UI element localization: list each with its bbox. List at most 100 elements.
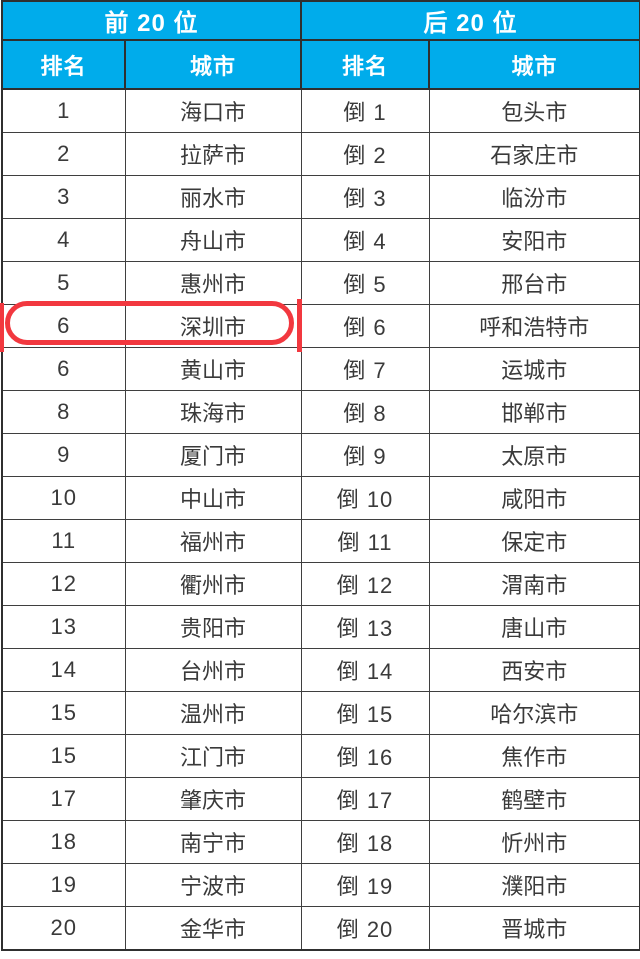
rank-cell-left: 20 bbox=[1, 906, 126, 951]
table-row: 11 福州市 倒 11 保定市 bbox=[1, 519, 640, 563]
city-cell-left: 拉萨市 bbox=[124, 132, 302, 176]
table-row: 18 南宁市 倒 18 忻州市 bbox=[1, 820, 640, 864]
city-cell-right: 唐山市 bbox=[428, 605, 640, 649]
rank-cell-left: 2 bbox=[1, 132, 126, 176]
table-row: 6 深圳市 倒 6 呼和浩特市 bbox=[1, 304, 640, 348]
city-cell-left: 温州市 bbox=[124, 691, 302, 735]
rank-cell-right: 倒 10 bbox=[300, 476, 430, 520]
rank-cell-right: 倒 15 bbox=[300, 691, 430, 735]
city-cell-right: 渭南市 bbox=[428, 562, 640, 606]
table-body: 1 海口市 倒 1 包头市 2 拉萨市 倒 2 石家庄市 3 丽水市 倒 3 临… bbox=[1, 88, 640, 951]
table-row: 15 温州市 倒 15 哈尔滨市 bbox=[1, 691, 640, 735]
city-cell-right: 晋城市 bbox=[428, 906, 640, 951]
rank-cell-right: 倒 20 bbox=[300, 906, 430, 951]
table-row: 4 舟山市 倒 4 安阳市 bbox=[1, 218, 640, 262]
group-header-row: 前 20 位 后 20 位 bbox=[1, 0, 640, 41]
city-cell-left: 宁波市 bbox=[124, 863, 302, 907]
col-header-city-left: 城市 bbox=[124, 39, 302, 90]
city-cell-left: 黄山市 bbox=[124, 347, 302, 391]
city-cell-right: 咸阳市 bbox=[428, 476, 640, 520]
city-cell-right: 石家庄市 bbox=[428, 132, 640, 176]
table-row: 17 肇庆市 倒 17 鹤壁市 bbox=[1, 777, 640, 821]
table-row: 1 海口市 倒 1 包头市 bbox=[1, 88, 640, 133]
city-cell-right: 呼和浩特市 bbox=[428, 304, 640, 348]
rank-cell-right: 倒 16 bbox=[300, 734, 430, 778]
col-header-rank-right: 排名 bbox=[300, 39, 430, 90]
column-header-row: 排名 城市 排名 城市 bbox=[1, 39, 640, 90]
rank-cell-right: 倒 6 bbox=[300, 304, 430, 348]
table-row: 2 拉萨市 倒 2 石家庄市 bbox=[1, 132, 640, 176]
city-cell-left: 厦门市 bbox=[124, 433, 302, 477]
city-cell-left: 舟山市 bbox=[124, 218, 302, 262]
rank-cell-right: 倒 9 bbox=[300, 433, 430, 477]
rank-cell-left: 13 bbox=[1, 605, 126, 649]
city-cell-left: 福州市 bbox=[124, 519, 302, 563]
table-row: 20 金华市 倒 20 晋城市 bbox=[1, 906, 640, 951]
city-cell-left: 丽水市 bbox=[124, 175, 302, 219]
rank-cell-left: 10 bbox=[1, 476, 126, 520]
rank-cell-left: 6 bbox=[1, 347, 126, 391]
city-cell-left: 肇庆市 bbox=[124, 777, 302, 821]
rank-cell-left: 8 bbox=[1, 390, 126, 434]
rank-cell-left: 14 bbox=[1, 648, 126, 692]
city-cell-right: 鹤壁市 bbox=[428, 777, 640, 821]
city-cell-right: 太原市 bbox=[428, 433, 640, 477]
city-cell-left: 台州市 bbox=[124, 648, 302, 692]
rank-cell-right: 倒 17 bbox=[300, 777, 430, 821]
table-row: 13 贵阳市 倒 13 唐山市 bbox=[1, 605, 640, 649]
rank-cell-left: 18 bbox=[1, 820, 126, 864]
col-header-rank-left: 排名 bbox=[1, 39, 126, 90]
city-cell-left: 衢州市 bbox=[124, 562, 302, 606]
rank-cell-right: 倒 4 bbox=[300, 218, 430, 262]
rank-cell-right: 倒 5 bbox=[300, 261, 430, 305]
rank-cell-left: 1 bbox=[1, 88, 126, 133]
rank-cell-right: 倒 1 bbox=[300, 88, 430, 133]
city-cell-left: 贵阳市 bbox=[124, 605, 302, 649]
rank-cell-right: 倒 7 bbox=[300, 347, 430, 391]
city-cell-right: 焦作市 bbox=[428, 734, 640, 778]
rank-cell-left: 5 bbox=[1, 261, 126, 305]
city-cell-left: 南宁市 bbox=[124, 820, 302, 864]
rank-cell-right: 倒 18 bbox=[300, 820, 430, 864]
rank-cell-left: 9 bbox=[1, 433, 126, 477]
city-cell-left: 海口市 bbox=[124, 88, 302, 133]
rank-cell-left: 12 bbox=[1, 562, 126, 606]
city-cell-left: 深圳市 bbox=[124, 304, 302, 348]
city-cell-left: 珠海市 bbox=[124, 390, 302, 434]
city-cell-left: 江门市 bbox=[124, 734, 302, 778]
city-cell-left: 惠州市 bbox=[124, 261, 302, 305]
city-cell-right: 保定市 bbox=[428, 519, 640, 563]
rank-cell-right: 倒 11 bbox=[300, 519, 430, 563]
group-header-bottom20: 后 20 位 bbox=[300, 0, 640, 41]
city-cell-right: 运城市 bbox=[428, 347, 640, 391]
city-cell-right: 安阳市 bbox=[428, 218, 640, 262]
city-cell-right: 西安市 bbox=[428, 648, 640, 692]
table-row: 6 黄山市 倒 7 运城市 bbox=[1, 347, 640, 391]
table-row: 5 惠州市 倒 5 邢台市 bbox=[1, 261, 640, 305]
rank-cell-right: 倒 13 bbox=[300, 605, 430, 649]
rank-cell-left: 15 bbox=[1, 734, 126, 778]
rank-cell-left: 6 bbox=[1, 304, 126, 348]
table-row: 10 中山市 倒 10 咸阳市 bbox=[1, 476, 640, 520]
rank-cell-right: 倒 2 bbox=[300, 132, 430, 176]
rank-cell-right: 倒 14 bbox=[300, 648, 430, 692]
city-cell-left: 金华市 bbox=[124, 906, 302, 951]
city-cell-right: 包头市 bbox=[428, 88, 640, 133]
rank-cell-right: 倒 8 bbox=[300, 390, 430, 434]
rank-cell-left: 17 bbox=[1, 777, 126, 821]
table-row: 14 台州市 倒 14 西安市 bbox=[1, 648, 640, 692]
rank-cell-right: 倒 19 bbox=[300, 863, 430, 907]
table-row: 8 珠海市 倒 8 邯郸市 bbox=[1, 390, 640, 434]
table-row: 9 厦门市 倒 9 太原市 bbox=[1, 433, 640, 477]
table-row: 12 衢州市 倒 12 渭南市 bbox=[1, 562, 640, 606]
city-cell-left: 中山市 bbox=[124, 476, 302, 520]
city-cell-right: 哈尔滨市 bbox=[428, 691, 640, 735]
table-row: 15 江门市 倒 16 焦作市 bbox=[1, 734, 640, 778]
group-header-top20: 前 20 位 bbox=[1, 0, 302, 41]
city-cell-right: 濮阳市 bbox=[428, 863, 640, 907]
table-row: 19 宁波市 倒 19 濮阳市 bbox=[1, 863, 640, 907]
rank-cell-right: 倒 12 bbox=[300, 562, 430, 606]
city-cell-right: 邯郸市 bbox=[428, 390, 640, 434]
